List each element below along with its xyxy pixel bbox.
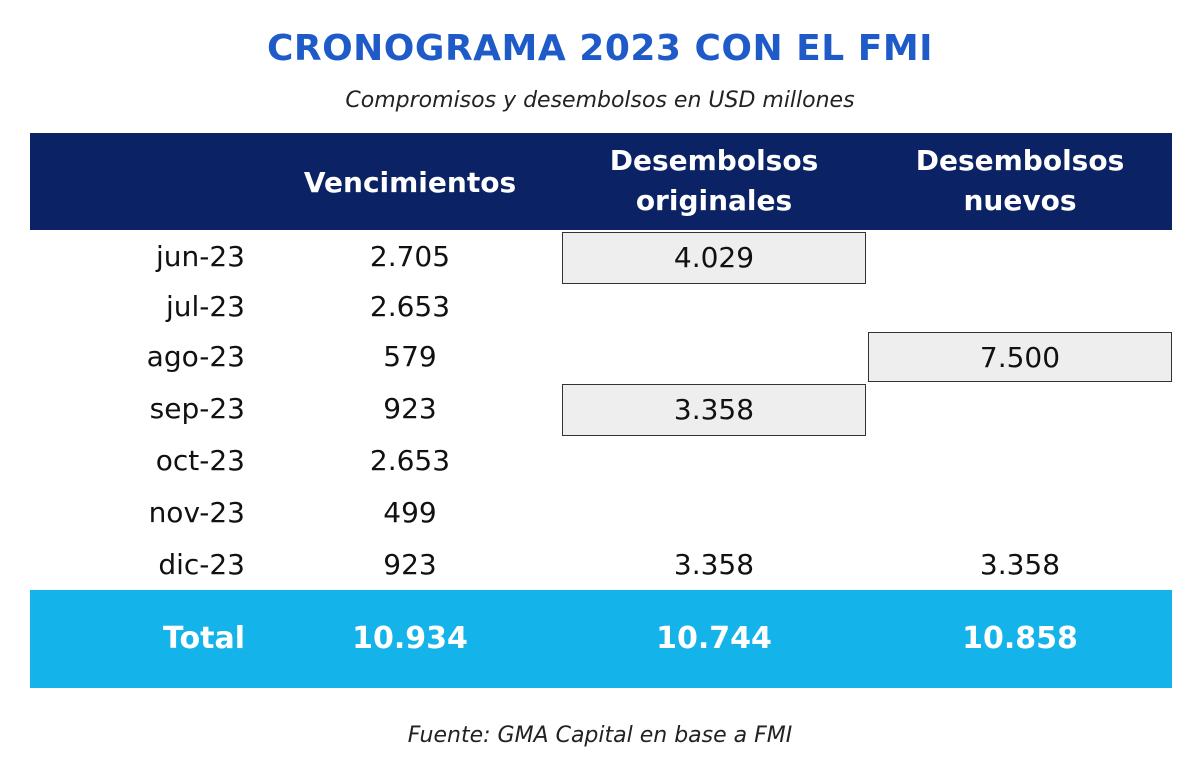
- header-line: Desembolsos: [915, 144, 1125, 177]
- cell-desembolsos-nuevos: [868, 436, 1172, 486]
- total-desembolsos-nuevos: 10.858: [962, 621, 1078, 656]
- cell-desembolsos-nuevos: [868, 232, 1172, 282]
- total-vencimientos: 10.934: [352, 621, 468, 656]
- row-month: dic-23: [158, 548, 245, 581]
- total-label: Total: [163, 621, 245, 656]
- cell-vencimientos: 2.653: [369, 290, 451, 323]
- row-month: sep-23: [149, 392, 245, 425]
- cell-desembolsos-originales: 4.029: [562, 232, 866, 284]
- total-desembolsos-originales: 10.744: [656, 621, 772, 656]
- row-month: oct-23: [155, 444, 245, 477]
- cell-vencimientos: 923: [383, 392, 437, 425]
- header-line: Desembolsos: [609, 144, 819, 177]
- cell-desembolsos-originales: 3.358: [562, 384, 866, 436]
- subtitle: Compromisos y desembolsos en USD millone…: [345, 88, 855, 113]
- cell-vencimientos: 923: [383, 548, 437, 581]
- cell-desembolsos-originales: [562, 436, 866, 486]
- cell-desembolsos-nuevos: [868, 488, 1172, 538]
- source-note: Fuente: GMA Capital en base a FMI: [407, 723, 793, 748]
- cell-vencimientos: 499: [383, 496, 437, 529]
- header-vencimientos: Vencimientos: [303, 166, 517, 199]
- header-desembolsos-originales: Desembolsos originales: [562, 141, 866, 221]
- header-line: nuevos: [963, 184, 1077, 217]
- cell-vencimientos: 579: [383, 340, 437, 373]
- row-month: nov-23: [148, 496, 245, 529]
- cell-desembolsos-originales: 3.358: [673, 548, 755, 581]
- cell-desembolsos-nuevos: 7.500: [868, 332, 1172, 382]
- header-line: originales: [635, 184, 793, 217]
- row-month: ago-23: [146, 340, 245, 373]
- cell-desembolsos-nuevos: [868, 384, 1172, 434]
- row-month: jul-23: [165, 290, 245, 323]
- cell-vencimientos: 2.705: [369, 240, 451, 273]
- cell-desembolsos-originales: [562, 332, 866, 382]
- cell-desembolsos-nuevos: [868, 282, 1172, 332]
- cell-desembolsos-originales: [562, 488, 866, 538]
- total-row: Total 10.934 10.744 10.858: [30, 590, 1172, 688]
- row-month: jun-23: [155, 240, 245, 273]
- cell-desembolsos-nuevos: 3.358: [979, 548, 1061, 581]
- cell-desembolsos-originales: [562, 282, 866, 332]
- cell-vencimientos: 2.653: [369, 444, 451, 477]
- page-title: CRONOGRAMA 2023 CON EL FMI: [266, 28, 934, 69]
- table-header: Vencimientos Desembolsos originales Dese…: [30, 133, 1172, 230]
- header-desembolsos-nuevos: Desembolsos nuevos: [868, 141, 1172, 221]
